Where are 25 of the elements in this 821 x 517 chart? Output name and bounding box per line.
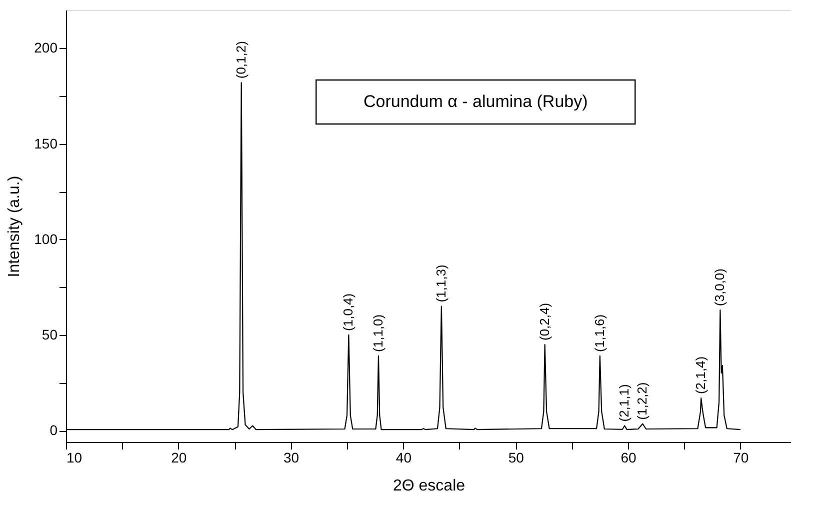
annotation: (2,1,1) <box>616 384 632 422</box>
annotation: (3,0,0) <box>712 268 728 306</box>
y-tick-label: 50 <box>42 326 58 342</box>
annotation: (0,2,4) <box>536 302 552 341</box>
x-tick-label: 10 <box>66 450 82 466</box>
x-axis-title: 2Θ escale <box>392 478 466 494</box>
y-tick-label: 200 <box>34 40 58 56</box>
annotation: (2,1,4) <box>693 356 708 394</box>
annotation: (1,1,0) <box>370 314 386 352</box>
annotation: Corundum α - alumina (Ruby) <box>363 92 588 111</box>
x-tick-label: 30 <box>284 450 300 466</box>
y-axis-title: Intensity (a.u.) <box>6 176 24 278</box>
y-tick-label: 0 <box>50 422 58 438</box>
x-tick-label: 20 <box>171 450 187 466</box>
x-tick-label: 60 <box>620 450 637 466</box>
annotation: (0,1,2) <box>233 41 248 79</box>
annotation: (1,1,6) <box>592 314 607 352</box>
x-tick-label: 50 <box>508 450 524 466</box>
y-tick-label: 150 <box>34 135 58 152</box>
annotation: (1,1,3) <box>433 264 448 302</box>
y-tick-label: 100 <box>34 230 58 247</box>
x-tick-label: 70 <box>733 450 749 466</box>
annotation: (1,2,2) <box>634 382 650 420</box>
x-tick-label: 40 <box>396 450 412 466</box>
annotation: (1,0,4) <box>340 293 356 331</box>
